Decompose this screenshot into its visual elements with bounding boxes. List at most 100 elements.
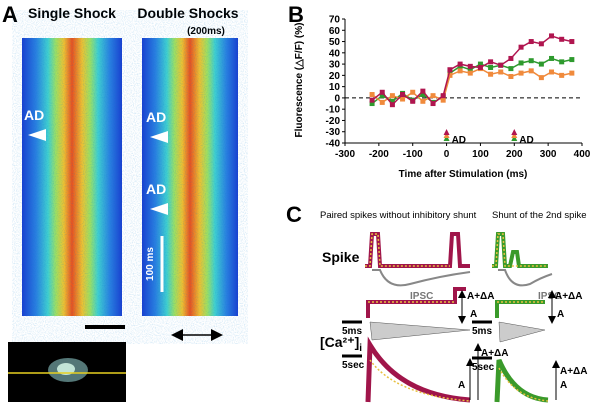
annotation-arrow — [150, 131, 168, 143]
panel-label: C — [286, 202, 302, 227]
amplitude-label: A+ΔA — [560, 366, 587, 377]
data-point — [569, 70, 575, 76]
data-point — [440, 97, 446, 103]
calcium-trace — [498, 367, 549, 402]
data-point — [420, 98, 426, 104]
panel-label: A — [2, 2, 18, 27]
amplitude-label: A — [560, 380, 567, 391]
annotation-marker — [443, 129, 450, 135]
calcium-trace — [365, 336, 471, 403]
data-point — [559, 59, 565, 65]
y-tick-label: 20 — [329, 71, 341, 82]
ipsc-trace — [498, 269, 553, 287]
data-point — [389, 93, 395, 99]
data-point — [538, 61, 544, 67]
data-point — [410, 89, 416, 95]
data-point — [569, 57, 575, 63]
panel-a: A Single Shock Double Shocks (200ms) AD … — [2, 2, 239, 402]
scale-label: 5ms — [342, 326, 362, 337]
panel-title: Single Shock — [28, 5, 116, 21]
data-point — [369, 101, 375, 107]
data-point — [559, 72, 565, 78]
amplitude-label: A+ΔA — [481, 348, 508, 359]
data-point — [488, 64, 494, 70]
data-point — [447, 72, 453, 78]
annotation-arrow — [150, 203, 168, 215]
y-tick-label: -30 — [326, 127, 341, 138]
data-point — [447, 67, 453, 73]
data-point — [410, 98, 416, 104]
ca-subscript: i — [359, 343, 362, 354]
data-point — [440, 93, 446, 99]
annotation-arrow — [28, 129, 46, 141]
data-point — [488, 71, 494, 77]
data-point — [467, 70, 473, 76]
calcium-trace — [494, 359, 549, 403]
y-axis-label: Fluorescence (△F/F) (%) — [294, 23, 305, 138]
annotation: AD — [452, 135, 466, 146]
data-point — [549, 33, 555, 39]
step-trace — [366, 287, 466, 318]
spike-trace — [365, 233, 450, 267]
annotation: AD — [146, 181, 166, 197]
x-axis-label: Time after Stimulation (ms) — [399, 169, 528, 180]
y-tick-label: 30 — [329, 60, 341, 71]
data-point — [400, 96, 406, 102]
data-point — [379, 89, 385, 95]
data-point — [538, 75, 544, 81]
y-tick-label: 10 — [329, 82, 341, 93]
data-point — [430, 93, 436, 99]
data-point — [420, 88, 426, 94]
data-point — [518, 44, 524, 50]
data-point — [508, 73, 514, 79]
panel-label: B — [288, 2, 304, 27]
data-point — [488, 59, 494, 65]
y-tick-label: -10 — [326, 105, 341, 116]
amplitude-label: A — [470, 309, 477, 320]
data-point — [498, 62, 504, 68]
x-tick-label: 100 — [472, 149, 489, 160]
data-point — [457, 68, 463, 74]
x-tick-label: 0 — [444, 149, 450, 160]
x-tick-label: 400 — [574, 149, 591, 160]
heatmap-noise — [142, 38, 238, 316]
panel-c: C Paired spikes without inhibitory shunt… — [286, 202, 587, 403]
data-point — [518, 70, 524, 76]
data-point — [549, 55, 555, 61]
data-point — [389, 102, 395, 108]
amplitude-label: A+ΔA — [555, 291, 582, 302]
spike-trace — [492, 232, 548, 268]
data-point — [559, 36, 565, 42]
data-point — [389, 98, 395, 104]
annotation: AD — [24, 107, 44, 123]
calcium-trace — [369, 359, 471, 402]
y-tick-label: 60 — [329, 26, 341, 37]
scale-label: 100 ms — [145, 247, 156, 281]
data-point — [477, 64, 483, 70]
amplitude-label: A+ΔA — [467, 291, 494, 302]
y-tick-label: 50 — [329, 37, 341, 48]
data-point — [508, 66, 514, 72]
ipsc-trace — [372, 269, 471, 287]
panel-subtitle: (200ms) — [187, 26, 225, 37]
data-point — [379, 99, 385, 105]
data-point — [528, 58, 534, 64]
amplitude-label: A — [557, 309, 564, 320]
x-tick-label: -100 — [403, 149, 423, 160]
y-tick-label: 0 — [334, 93, 340, 104]
data-point — [528, 39, 534, 45]
data-point — [498, 69, 504, 75]
data-point — [369, 92, 375, 98]
data-point — [457, 61, 463, 67]
data-point — [400, 92, 406, 98]
x-tick-label: -300 — [335, 149, 355, 160]
panel-b: B Fluorescence (△F/F) (%) Time after Sti… — [288, 2, 591, 180]
x-tick-label: 200 — [506, 149, 523, 160]
panel-title: Paired spikes without inhibitory shunt — [320, 210, 477, 221]
data-point — [528, 68, 534, 74]
data-point — [538, 41, 544, 47]
annotation: AD — [146, 109, 166, 125]
data-point — [518, 60, 524, 66]
data-point — [369, 97, 375, 103]
spike-trace — [492, 233, 548, 267]
